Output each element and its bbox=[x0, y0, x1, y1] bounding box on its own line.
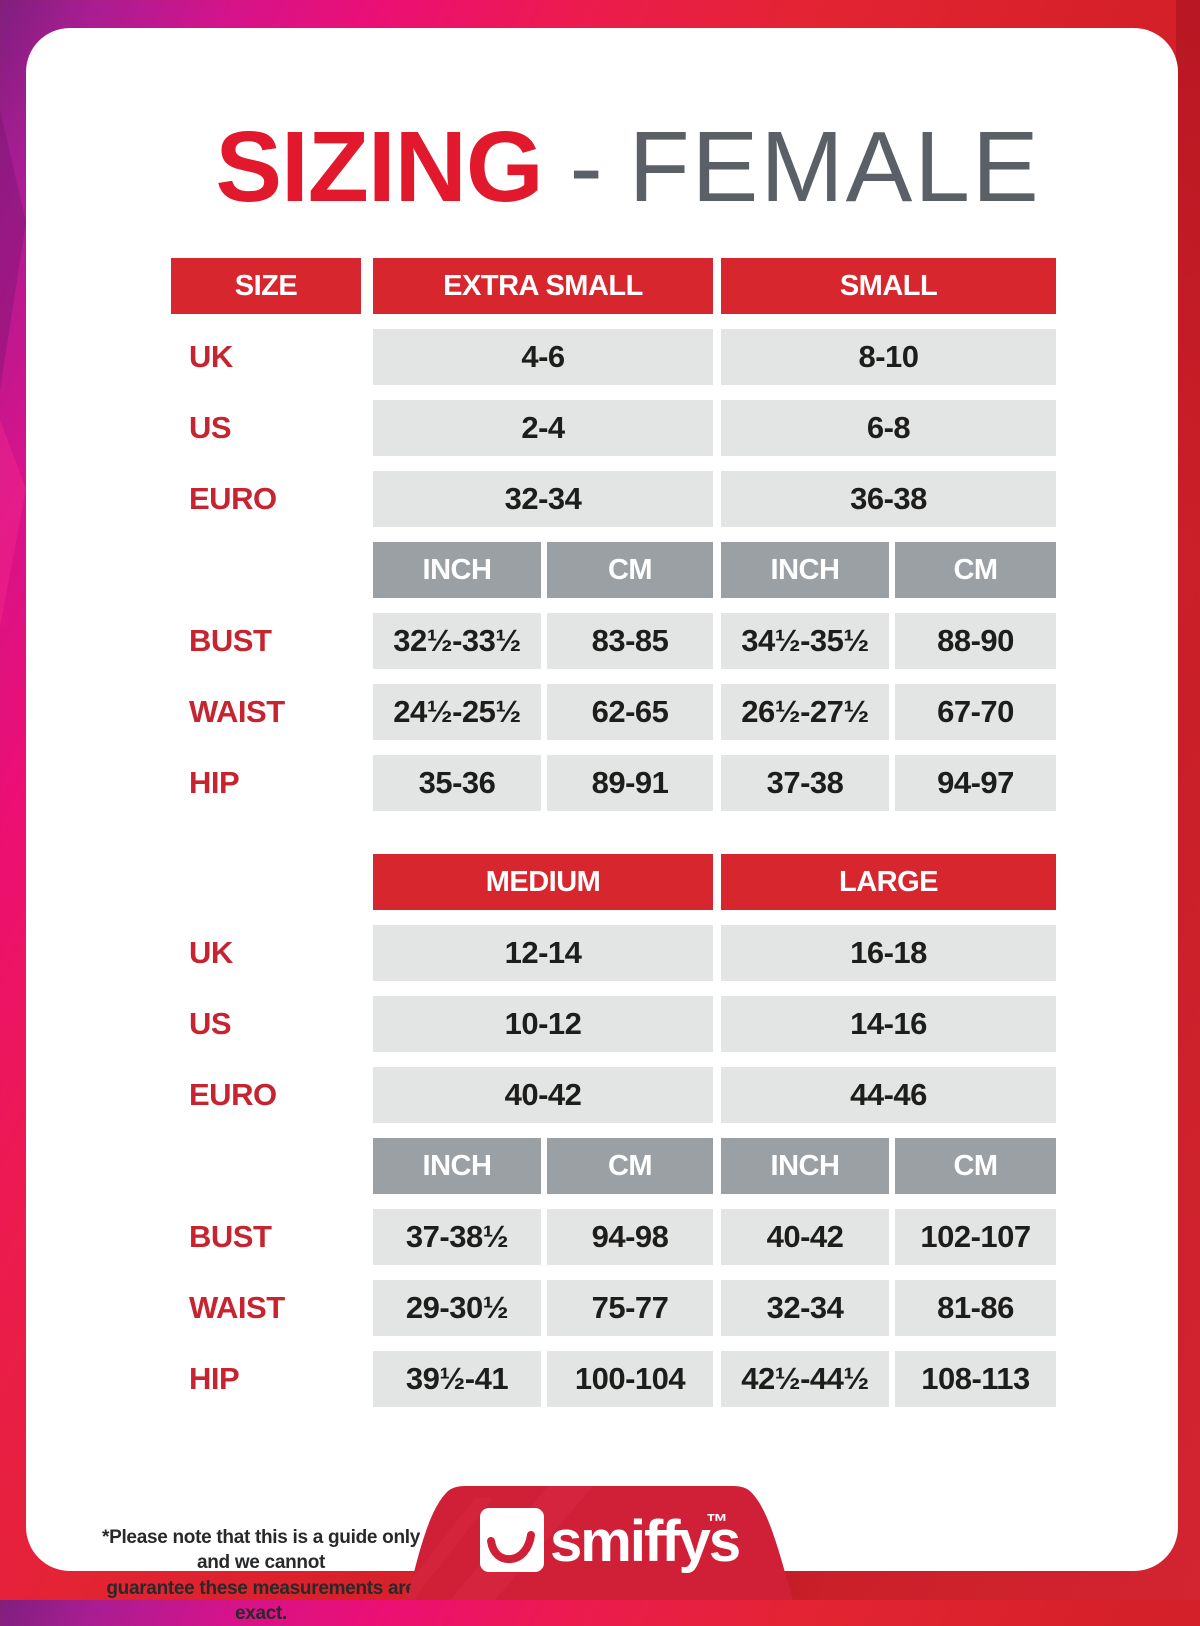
measure-cell-waist-m-inch: 29-30½ bbox=[373, 1280, 541, 1336]
column-header-size: SIZE bbox=[171, 258, 361, 314]
size-cell-euro-xs: 32-34 bbox=[373, 471, 713, 527]
measure-cell-hip-xs-cm: 89-91 bbox=[547, 755, 713, 811]
unit-header-cm: CM bbox=[547, 542, 713, 598]
measure-cell-bust-xs-cm: 83-85 bbox=[547, 613, 713, 669]
border-facet-dark-red bbox=[1176, 0, 1200, 560]
size-cell-uk-xs: 4-6 bbox=[373, 329, 713, 385]
size-cell-euro-s: 36-38 bbox=[721, 471, 1056, 527]
title-separator: - bbox=[569, 111, 602, 223]
column-header-small: SMALL bbox=[721, 258, 1056, 314]
measure-cell-bust-xs-inch: 32½-33½ bbox=[373, 613, 541, 669]
border-facet-purple bbox=[0, 110, 26, 390]
measure-cell-waist-xs-cm: 62-65 bbox=[547, 684, 713, 740]
row-label-us: US bbox=[189, 1006, 232, 1041]
row-label-bust: BUST bbox=[189, 1219, 272, 1254]
measure-cell-hip-l-inch: 42½-44½ bbox=[721, 1351, 889, 1407]
measure-cell-bust-m-inch: 37-38½ bbox=[373, 1209, 541, 1265]
size-cell-euro-m: 40-42 bbox=[373, 1067, 713, 1123]
size-cell-euro-l: 44-46 bbox=[721, 1067, 1056, 1123]
smiffys-logo-panel bbox=[407, 1486, 793, 1600]
row-label-hip: HIP bbox=[189, 1361, 240, 1396]
row-label-waist: WAIST bbox=[189, 694, 285, 729]
row-label-bust: BUST bbox=[189, 623, 272, 658]
border-facet-pink bbox=[0, 420, 26, 627]
content-card: SIZING - FEMALE SIZE EXTRA SMALL SMALL U… bbox=[26, 28, 1178, 1624]
size-cell-us-m: 10-12 bbox=[373, 996, 713, 1052]
measure-cell-waist-m-cm: 75-77 bbox=[547, 1280, 713, 1336]
size-table-xs-s: SIZE EXTRA SMALL SMALL UK 4-6 8-10 US 2-… bbox=[171, 258, 1056, 811]
footnote-line2: guarantee these measurements are exact. bbox=[106, 1577, 416, 1624]
row-label-euro: EURO bbox=[189, 1077, 277, 1112]
measure-cell-hip-s-inch: 37-38 bbox=[721, 755, 889, 811]
smile-icon bbox=[487, 1531, 535, 1564]
row-label-us: US bbox=[189, 410, 232, 445]
measure-cell-hip-m-cm: 100-104 bbox=[547, 1351, 713, 1407]
measure-cell-bust-m-cm: 94-98 bbox=[547, 1209, 713, 1265]
row-label-uk: UK bbox=[189, 339, 233, 374]
size-cell-us-s: 6-8 bbox=[721, 400, 1056, 456]
measure-cell-waist-s-cm: 67-70 bbox=[895, 684, 1056, 740]
measure-cell-waist-xs-inch: 24½-25½ bbox=[373, 684, 541, 740]
measure-cell-hip-l-cm: 108-113 bbox=[895, 1351, 1056, 1407]
size-cell-us-xs: 2-4 bbox=[373, 400, 713, 456]
measure-cell-hip-s-cm: 94-97 bbox=[895, 755, 1056, 811]
trademark-symbol: ™ bbox=[706, 1509, 728, 1534]
size-cell-uk-l: 16-18 bbox=[721, 925, 1056, 981]
row-label-hip: HIP bbox=[189, 765, 240, 800]
footnote: *Please note that this is a guide only a… bbox=[86, 1525, 436, 1626]
measure-cell-hip-m-inch: 39½-41 bbox=[373, 1351, 541, 1407]
size-cell-uk-s: 8-10 bbox=[721, 329, 1056, 385]
measure-cell-bust-s-cm: 88-90 bbox=[895, 613, 1056, 669]
unit-header-inch: INCH bbox=[373, 542, 541, 598]
row-label-uk: UK bbox=[189, 935, 233, 970]
unit-header-cm: CM bbox=[895, 542, 1056, 598]
size-table-m-l: MEDIUM LARGE UK 12-14 16-18 US 10-12 14-… bbox=[171, 854, 1056, 1407]
measure-cell-waist-s-inch: 26½-27½ bbox=[721, 684, 889, 740]
column-header-medium: MEDIUM bbox=[373, 854, 713, 910]
unit-header-cm: CM bbox=[895, 1138, 1056, 1194]
title-sizing: SIZING bbox=[215, 111, 543, 223]
measure-cell-waist-l-inch: 32-34 bbox=[721, 1280, 889, 1336]
measure-cell-bust-s-inch: 34½-35½ bbox=[721, 613, 889, 669]
unit-header-inch: INCH bbox=[373, 1138, 541, 1194]
measure-cell-bust-l-inch: 40-42 bbox=[721, 1209, 889, 1265]
size-cell-us-l: 14-16 bbox=[721, 996, 1056, 1052]
size-cell-uk-m: 12-14 bbox=[373, 925, 713, 981]
row-label-euro: EURO bbox=[189, 481, 277, 516]
unit-header-cm: CM bbox=[547, 1138, 713, 1194]
page-title: SIZING - FEMALE bbox=[52, 112, 1200, 222]
unit-header-inch: INCH bbox=[721, 1138, 889, 1194]
row-label-waist: WAIST bbox=[189, 1290, 285, 1325]
title-female: FEMALE bbox=[628, 111, 1041, 223]
measure-cell-waist-l-cm: 81-86 bbox=[895, 1280, 1056, 1336]
column-header-large: LARGE bbox=[721, 854, 1056, 910]
brand-wordmark: smiffys bbox=[550, 1509, 741, 1574]
footnote-line1: *Please note that this is a guide only a… bbox=[101, 1527, 420, 1574]
measure-cell-bust-l-cm: 102-107 bbox=[895, 1209, 1056, 1265]
measure-cell-hip-xs-inch: 35-36 bbox=[373, 755, 541, 811]
column-header-extra-small: EXTRA SMALL bbox=[373, 258, 713, 314]
unit-header-inch: INCH bbox=[721, 542, 889, 598]
